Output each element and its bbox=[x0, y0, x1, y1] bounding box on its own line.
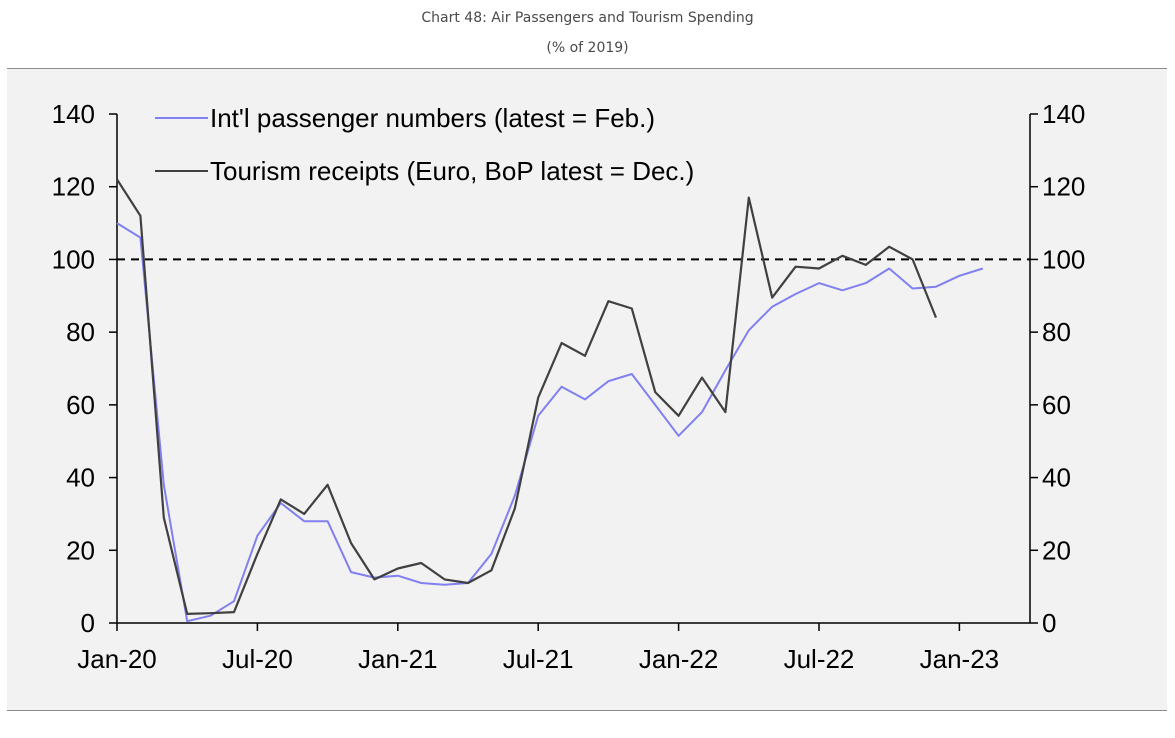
series-line-1 bbox=[116, 222, 984, 623]
x-tick-label: Jan-22 bbox=[639, 644, 719, 674]
x-tick-label: Jan-23 bbox=[920, 644, 1000, 674]
x-tick-label: Jan-20 bbox=[77, 644, 157, 674]
chart-header: Chart 48: Air Passengers and Tourism Spe… bbox=[0, 0, 1175, 68]
y-tick-label-left: 100 bbox=[52, 244, 95, 274]
y-tick-label-left: 140 bbox=[52, 99, 95, 129]
x-tick-label: Jul-21 bbox=[503, 644, 574, 674]
chart-panel bbox=[7, 69, 1167, 710]
series-line-2 bbox=[116, 178, 938, 616]
y-tick-label-left: 20 bbox=[66, 535, 95, 565]
chart-title: Chart 48: Air Passengers and Tourism Spe… bbox=[421, 10, 754, 26]
legend-label-2: Tourism receipts (Euro, BoP latest = Dec… bbox=[210, 156, 694, 186]
y-tick-label-left: 80 bbox=[66, 317, 95, 347]
y-tick-label-right: 120 bbox=[1042, 172, 1085, 202]
bottom-divider bbox=[7, 710, 1167, 711]
y-tick-label-right: 0 bbox=[1042, 608, 1056, 638]
y-tick-label-left: 40 bbox=[66, 463, 95, 493]
x-tick-label: Jan-21 bbox=[358, 644, 438, 674]
x-tick-label: Jul-20 bbox=[222, 644, 293, 674]
y-tick-label-left: 0 bbox=[81, 608, 95, 638]
chart-subtitle: (% of 2019) bbox=[546, 40, 629, 56]
y-tick-label-right: 40 bbox=[1042, 463, 1071, 493]
y-tick-label-right: 100 bbox=[1042, 244, 1085, 274]
y-tick-label-right: 20 bbox=[1042, 535, 1071, 565]
y-tick-label-left: 60 bbox=[66, 390, 95, 420]
legend-label-1: Int'l passenger numbers (latest = Feb.) bbox=[210, 103, 655, 133]
y-tick-label-right: 80 bbox=[1042, 317, 1071, 347]
x-tick-label: Jul-22 bbox=[784, 644, 855, 674]
y-tick-label-right: 60 bbox=[1042, 390, 1071, 420]
y-tick-label-right: 140 bbox=[1042, 99, 1085, 129]
y-tick-label-left: 120 bbox=[52, 172, 95, 202]
top-divider bbox=[7, 68, 1167, 69]
